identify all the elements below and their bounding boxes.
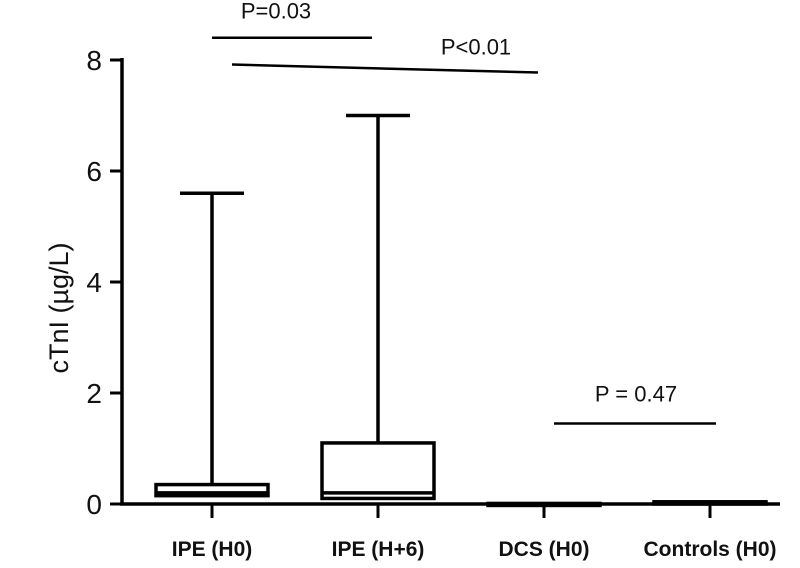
x-tick-label-0: IPE (H0) — [172, 538, 253, 561]
x-tick-label-1: IPE (H+6) — [332, 538, 425, 561]
y-axis-label: cTnI (µg/L) — [44, 242, 74, 373]
sig-line-1 — [231, 63, 539, 74]
y-tick-label-0: 0 — [86, 489, 102, 520]
y-tick-label-4: 8 — [86, 45, 102, 76]
sig-label-2: P = 0.47 — [595, 381, 677, 406]
chart-marks: 0 2 4 6 8 IPE (H0) IPE (H+6) DCS (H0) Controls (… — [86, 0, 780, 561]
sig-label-1: P<0.01 — [441, 34, 511, 59]
group-0-box — [154, 482, 270, 498]
x-tick-label-3: Controls (H0) — [644, 538, 777, 561]
y-tick-label-2: 4 — [86, 267, 102, 298]
sig-label-0: P=0.03 — [241, 0, 311, 23]
group-1-box — [320, 441, 436, 501]
x-tick-label-2: DCS (H0) — [498, 538, 589, 561]
y-tick-label-1: 2 — [86, 378, 102, 409]
y-tick-label-3: 6 — [86, 156, 102, 187]
